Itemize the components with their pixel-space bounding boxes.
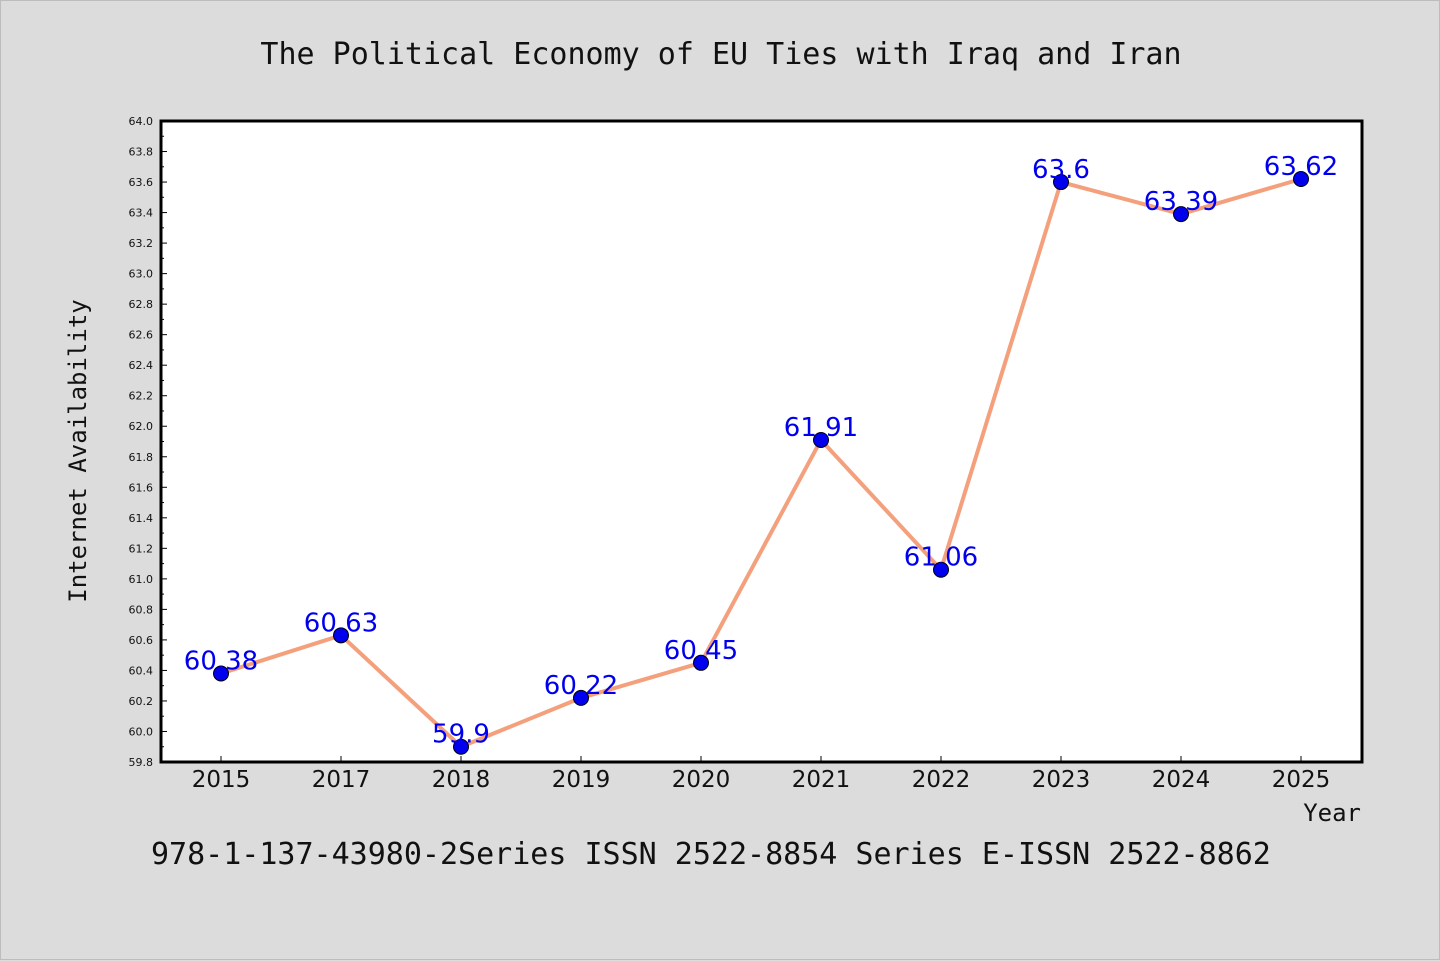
footer-isbn-issn: 978-1-137-43980-2Series ISSN 2522-8854 S…: [151, 837, 1271, 872]
x-tick-label: 2024: [1152, 767, 1211, 793]
series-line-group: [220, 177, 1302, 749]
data-point-marker: [213, 665, 229, 682]
data-point-marker: [333, 627, 349, 644]
y-tick-label: 60.0: [129, 725, 154, 738]
data-label: 59.9: [432, 720, 490, 750]
x-tick-label: 2019: [552, 767, 611, 793]
y-tick-label: 60.4: [129, 664, 154, 677]
x-tick-label: 2021: [792, 767, 851, 793]
data-label: 63.6: [1032, 155, 1090, 185]
data-label: 61.91: [784, 413, 858, 443]
y-tick-label: 60.2: [129, 695, 154, 708]
data-point-marker: [693, 654, 709, 671]
x-axis-title: Year: [1303, 799, 1361, 827]
y-tick-label: 59.8: [129, 756, 154, 769]
x-tick-label: 2023: [1032, 767, 1091, 793]
data-markers: [213, 170, 1309, 755]
y-tick-label: 60.6: [129, 634, 154, 647]
data-labels: 60.38 60.63 59.9 60.22 60.45 61.91 61.06 63.6 63…: [184, 152, 1338, 750]
chart-title: The Political Economy of EU Ties with Ir…: [260, 37, 1181, 72]
y-axis: 59.8 60.0 60.2 60.4 60.6 60.8 61.0 61.2 61.4 61.6…: [129, 115, 167, 769]
y-tick-label: 63.4: [129, 207, 154, 220]
x-tick-label: 2015: [192, 767, 251, 793]
x-tick-label: 2018: [432, 767, 491, 793]
y-tick-label: 64.0: [129, 115, 154, 128]
x-axis: 2015 2017 2018 2019 2020 2021 2022 2023 2024 2025: [192, 756, 1331, 793]
y-tick-label: 62.6: [129, 329, 154, 342]
x-tick-label: 2022: [912, 767, 971, 793]
x-tick-label: 2020: [672, 767, 731, 793]
y-tick-label: 63.6: [129, 176, 154, 189]
y-tick-label: 63.8: [129, 146, 154, 159]
x-tick-label: 2025: [1272, 767, 1331, 793]
data-label: 60.45: [664, 636, 738, 666]
data-label: 61.06: [904, 543, 978, 573]
data-label: 60.38: [184, 646, 258, 676]
y-tick-label: 61.4: [129, 512, 154, 525]
data-label: 60.63: [304, 608, 378, 638]
data-point-marker: [1173, 206, 1189, 223]
data-point-marker: [453, 738, 469, 755]
y-tick-label: 62.2: [129, 390, 154, 403]
x-tick-label: 2017: [312, 767, 371, 793]
y-tick-label: 62.0: [129, 420, 154, 433]
data-point-marker: [813, 431, 829, 448]
y-tick-label: 63.2: [129, 237, 154, 250]
y-tick-label: 61.0: [129, 573, 154, 586]
data-point-marker: [573, 689, 589, 706]
series-line: [220, 177, 1302, 749]
data-label: 63.62: [1264, 152, 1338, 182]
y-tick-label: 61.8: [129, 451, 154, 464]
y-tick-label: 60.8: [129, 603, 154, 616]
y-tick-label: 62.8: [129, 298, 154, 311]
data-point-marker: [933, 561, 949, 578]
y-tick-label: 61.2: [129, 542, 154, 555]
data-point-marker: [1293, 170, 1309, 187]
y-tick-label: 63.0: [129, 268, 154, 281]
data-label: 63.39: [1144, 187, 1218, 217]
data-point-marker: [1053, 174, 1069, 191]
data-label: 60.22: [544, 671, 618, 701]
y-axis-title: Internet Availability: [64, 299, 92, 602]
y-tick-label: 62.4: [129, 359, 154, 372]
y-tick-label: 61.6: [129, 481, 154, 494]
